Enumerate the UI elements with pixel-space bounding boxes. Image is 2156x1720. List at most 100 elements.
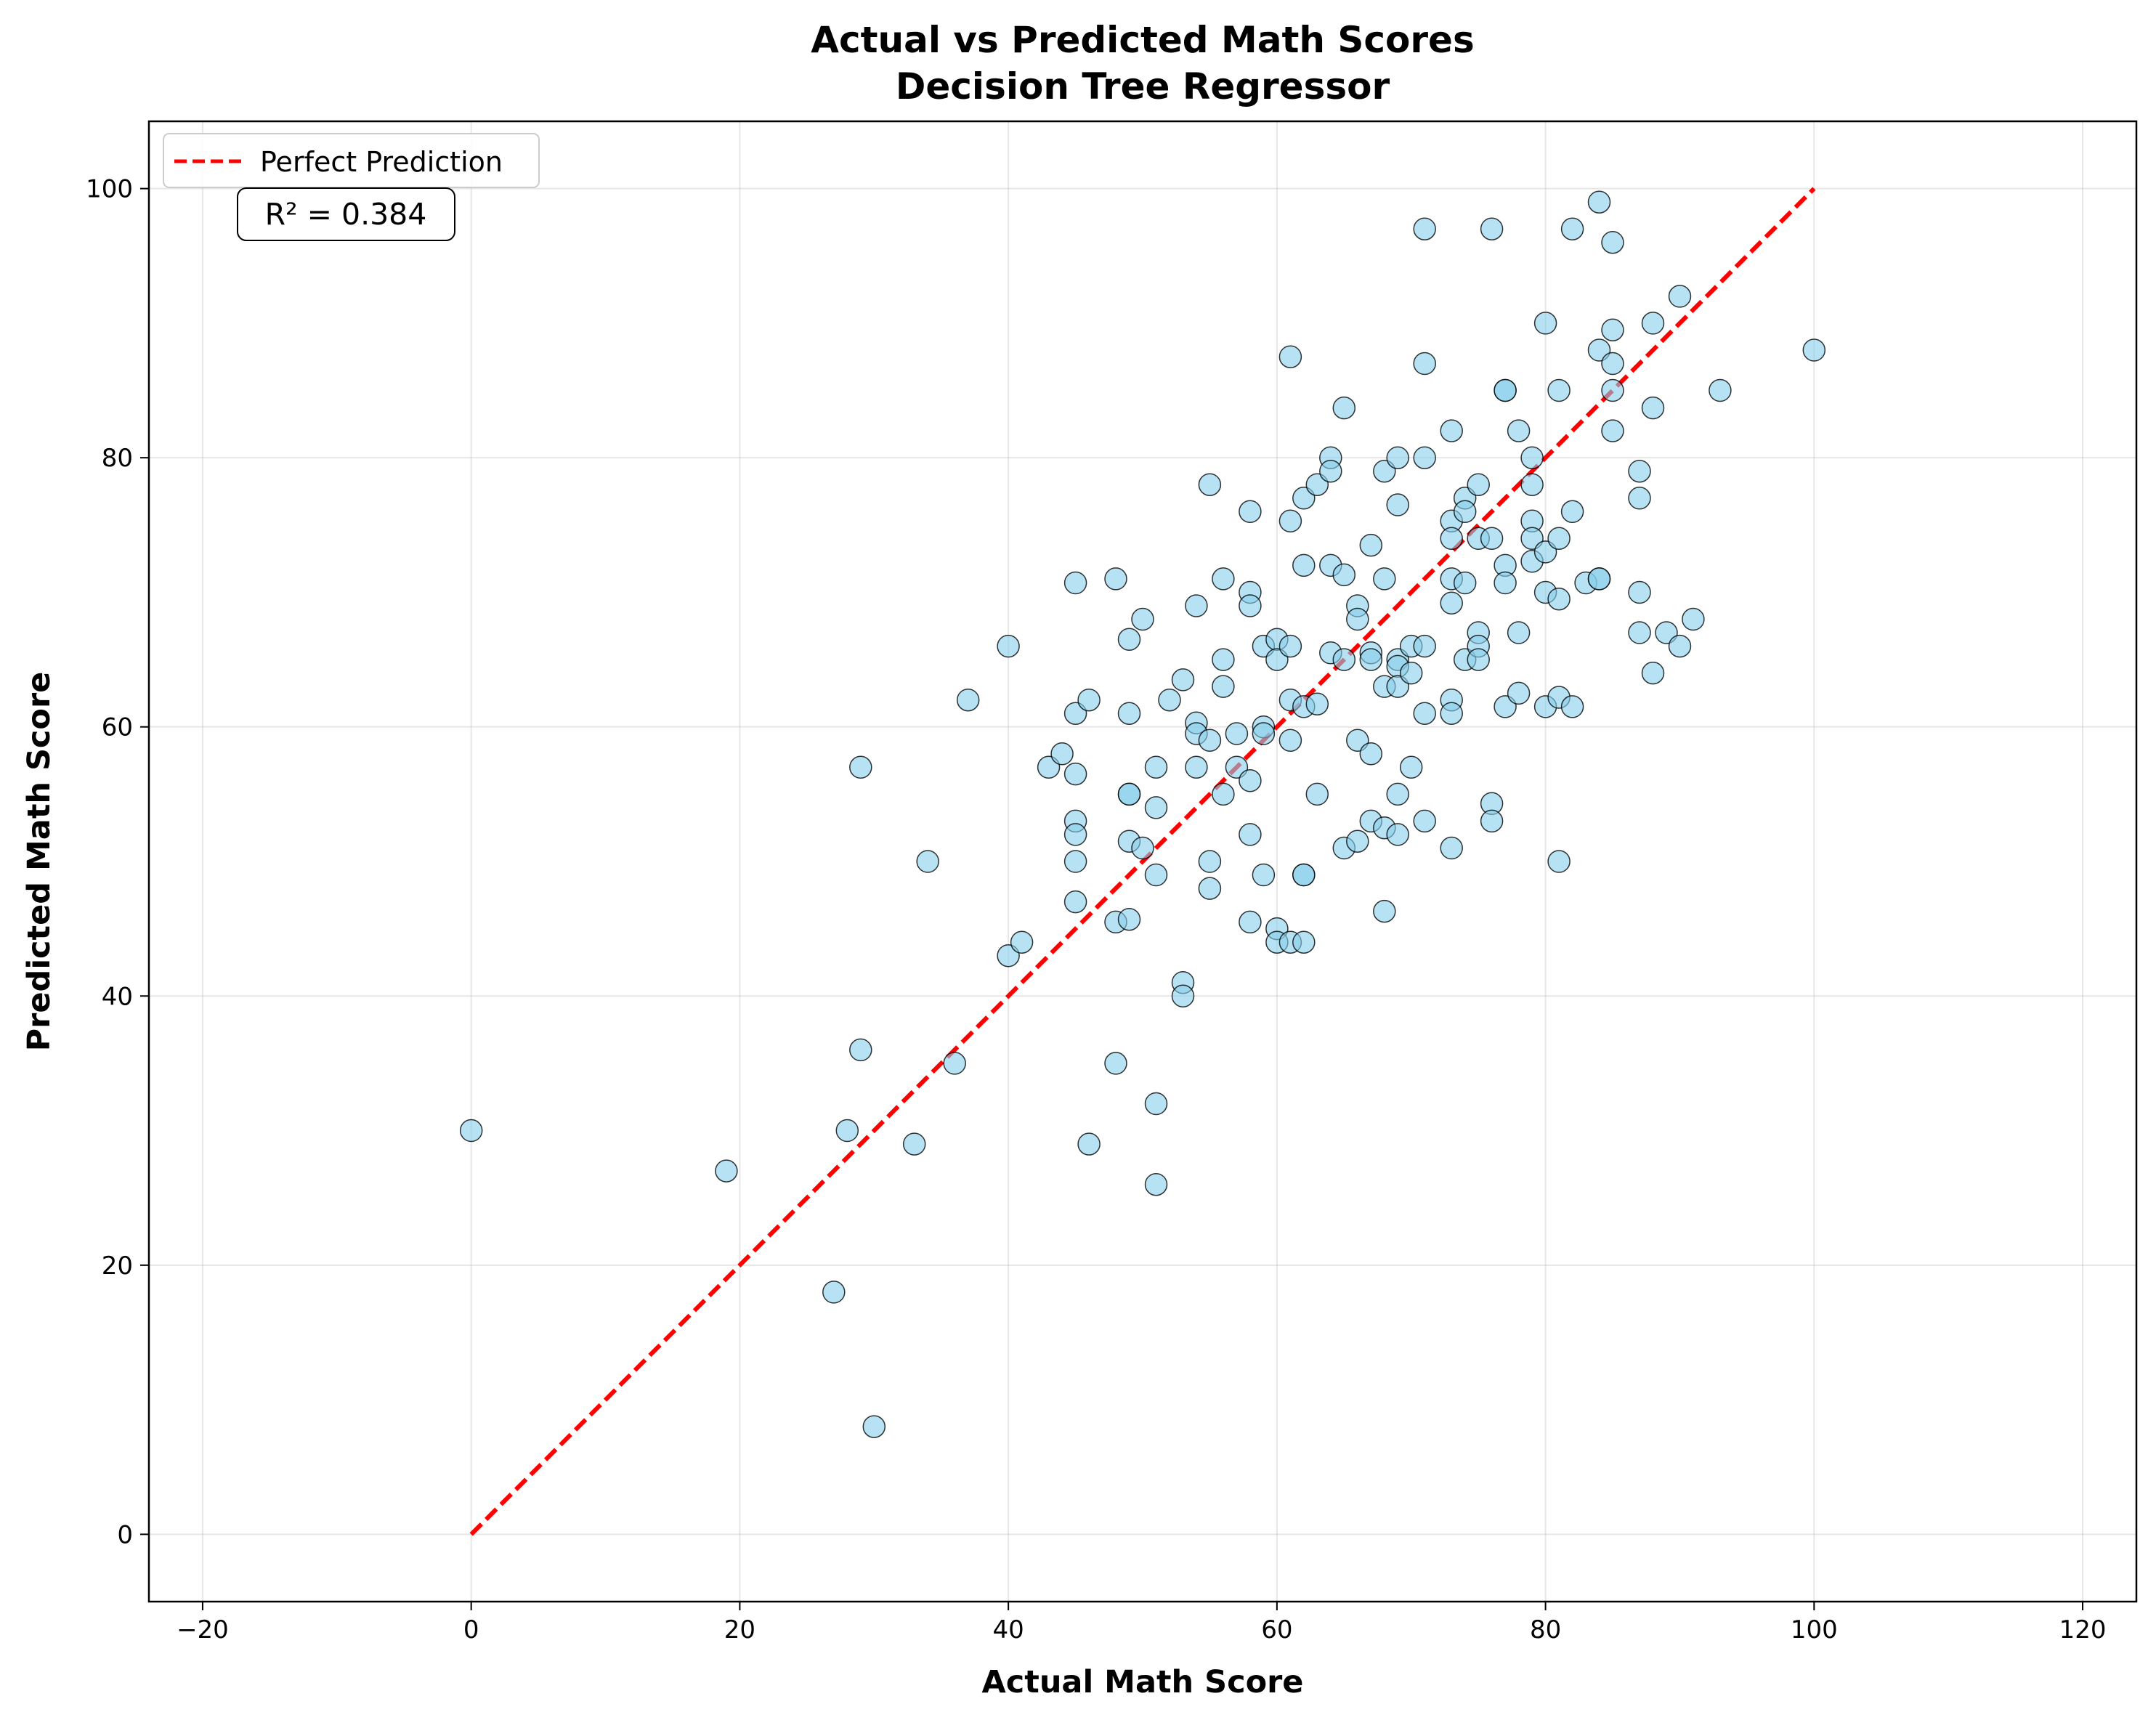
data-point [1560,217,1584,240]
data-point [1305,782,1329,806]
data-point [1077,1132,1101,1156]
data-point [1386,493,1409,516]
data-point [1641,661,1665,685]
data-point [1144,755,1168,779]
data-point [1252,722,1276,745]
x-tick-label: 100 [1791,1615,1838,1644]
data-point [1185,755,1208,779]
data-point [1278,634,1302,658]
data-point [1212,567,1235,591]
data-point [1467,648,1490,671]
data-point [1413,446,1436,469]
data-point [1117,907,1141,931]
data-point [1628,621,1651,644]
data-point [1063,823,1087,846]
data-point [1144,796,1168,819]
perfect-prediction-line [469,187,1816,1536]
data-point [1386,782,1409,806]
data-point [1063,571,1087,595]
data-point [1386,823,1409,846]
data-point [1682,607,1705,631]
data-point [1212,782,1235,806]
data-point [1171,668,1195,691]
data-point [1480,527,1504,551]
data-point [1494,571,1517,595]
data-point [1332,396,1356,420]
data-point [1346,829,1369,853]
x-tick-label: 120 [2059,1615,2107,1644]
data-point [835,1119,859,1143]
data-point [1198,729,1222,752]
data-point [1709,378,1732,402]
data-point [1063,890,1087,914]
grid-lines [149,121,2136,1602]
data-point [822,1281,846,1304]
y-axis-label: Predicted Math Score [21,672,57,1052]
data-point [1104,1052,1127,1075]
data-point [1305,692,1329,715]
data-point [1440,591,1463,615]
data-point [1413,702,1436,725]
data-point [902,1132,926,1156]
data-point [1601,230,1624,254]
x-tick-label: −20 [177,1615,229,1644]
data-point [1117,782,1141,806]
data-point [1104,567,1127,591]
x-tick-label: 40 [993,1615,1024,1644]
chart-subtitle: Decision Tree Regressor [896,65,1390,108]
data-point [1601,352,1624,376]
data-point [1547,527,1571,551]
plot-frame [147,120,2138,1603]
y-tick-label: 0 [117,1520,133,1549]
y-tick-label: 100 [86,175,133,204]
data-point [1386,446,1409,469]
data-point [1063,762,1087,786]
r2-annotation: R² = 0.384 [237,187,455,241]
data-point [1010,930,1034,954]
x-tick-label: 20 [724,1615,755,1644]
data-point [1144,1092,1168,1116]
data-point [1198,850,1222,873]
data-point [1560,695,1584,718]
data-point [1239,823,1262,846]
data-point [1359,533,1383,557]
data-point [1507,681,1531,705]
data-point [1547,587,1571,611]
data-point [1131,607,1154,631]
data-point [1319,459,1342,483]
r2-text: R² = 0.384 [265,197,427,232]
y-tick-label: 80 [102,444,133,473]
data-point [1467,473,1490,496]
r2-box [237,187,455,241]
data-point [1560,500,1584,524]
data-point [943,1052,966,1075]
data-point [1332,563,1356,587]
legend: Perfect Prediction [163,133,540,188]
data-point [1507,419,1531,442]
data-point [1077,688,1101,712]
data-point [997,634,1020,658]
data-point [1628,487,1651,510]
data-point [1359,742,1383,766]
data-point [1440,527,1463,551]
data-points [459,190,1826,1438]
data-point [1198,877,1222,900]
data-point [1628,459,1651,483]
data-point [849,1038,872,1062]
data-point [1131,836,1154,860]
data-point [1050,742,1074,766]
data-point [1547,378,1571,402]
data-point [1332,648,1356,671]
data-point [459,1119,483,1143]
data-point [956,688,980,712]
data-point [1212,675,1235,698]
x-axis-ticks: −20 0 20 40 60 80 100 120 [177,1602,2107,1644]
data-point [1278,345,1302,368]
data-point [849,755,872,779]
data-point [715,1159,738,1182]
data-point [1601,419,1624,442]
data-point [1413,217,1436,240]
data-point [1520,473,1544,496]
data-point [916,850,939,873]
